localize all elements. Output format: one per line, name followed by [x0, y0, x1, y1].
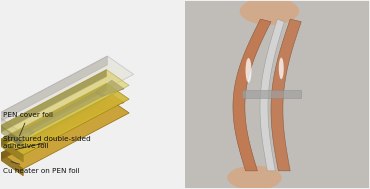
Polygon shape — [0, 83, 107, 146]
Bar — [185, 1, 369, 188]
Text: PEN cover foil: PEN cover foil — [3, 112, 53, 136]
Polygon shape — [0, 70, 107, 132]
Polygon shape — [242, 90, 301, 98]
PathPatch shape — [233, 19, 271, 171]
Ellipse shape — [279, 58, 284, 79]
Text: Cu heater on PEN foil: Cu heater on PEN foil — [3, 162, 80, 174]
Polygon shape — [0, 97, 107, 160]
Text: Structured double-sided
adhesive foil: Structured double-sided adhesive foil — [3, 136, 91, 149]
Polygon shape — [0, 56, 107, 124]
Polygon shape — [0, 153, 23, 176]
Polygon shape — [95, 94, 124, 110]
Polygon shape — [0, 83, 129, 155]
Polygon shape — [95, 80, 124, 97]
Polygon shape — [25, 105, 105, 148]
Polygon shape — [25, 91, 105, 134]
Polygon shape — [0, 70, 129, 141]
Polygon shape — [0, 115, 22, 142]
PathPatch shape — [271, 19, 301, 171]
Ellipse shape — [240, 0, 299, 25]
Polygon shape — [0, 125, 23, 148]
PathPatch shape — [260, 19, 285, 171]
Polygon shape — [6, 128, 34, 145]
Polygon shape — [6, 142, 34, 159]
Polygon shape — [0, 139, 23, 162]
Polygon shape — [0, 97, 129, 169]
Ellipse shape — [227, 165, 282, 189]
Polygon shape — [0, 56, 134, 133]
Ellipse shape — [246, 58, 252, 83]
